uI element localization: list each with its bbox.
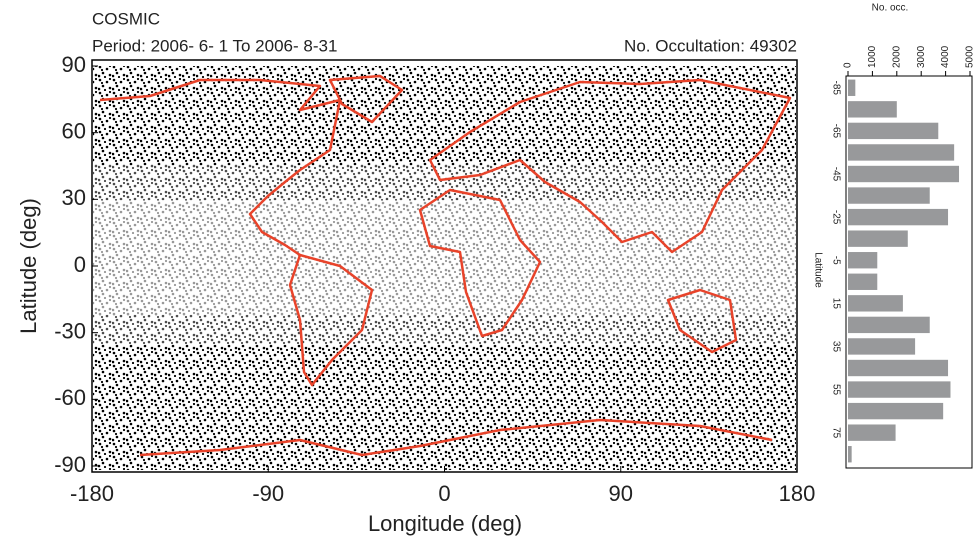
x-tick-label: 2000 xyxy=(891,45,902,68)
y-tick-label: -60 xyxy=(54,385,86,410)
coastlines xyxy=(99,74,792,457)
bar xyxy=(848,316,930,334)
x-tick-label: 3000 xyxy=(916,45,927,68)
bar xyxy=(848,187,930,204)
bar xyxy=(848,230,908,247)
y-tick-label: -25 xyxy=(830,210,841,225)
y-tick-label: 30 xyxy=(62,185,86,210)
chart-subtitle: Period: 2006- 6- 1 To 2006- 8-31 xyxy=(92,36,337,55)
y-tick-label: -5 xyxy=(830,256,841,265)
y-tick-label: 35 xyxy=(830,341,841,353)
y-tick-label: 75 xyxy=(830,427,841,439)
bar xyxy=(848,402,944,420)
hist-x-label: No. occ. xyxy=(872,3,909,14)
x-tick-label: 0 xyxy=(438,481,450,506)
x-tick-label: 1000 xyxy=(867,45,878,68)
y-tick-label: -30 xyxy=(54,318,86,343)
y-tick-label: 0 xyxy=(74,252,86,277)
x-tick-label: 5000 xyxy=(965,45,973,68)
x-tick-label: -90 xyxy=(252,481,284,506)
y-tick-label: 15 xyxy=(830,298,841,310)
bar xyxy=(848,165,960,183)
bar xyxy=(848,359,949,377)
y-tick-label: -90 xyxy=(54,452,86,477)
y-tick-label: 60 xyxy=(62,118,86,143)
bar xyxy=(848,381,951,398)
x-tick-label: 90 xyxy=(609,481,633,506)
bar xyxy=(848,295,903,312)
x-tick-label: 0 xyxy=(843,62,854,68)
y-tick-label: 90 xyxy=(62,52,86,77)
bar xyxy=(848,101,897,118)
bar xyxy=(848,424,896,441)
bar xyxy=(848,446,852,463)
x-tick-label: 4000 xyxy=(940,45,951,68)
bar xyxy=(848,252,878,269)
bar xyxy=(848,79,856,96)
y-tick-label: -65 xyxy=(830,124,841,139)
occultation-cloud xyxy=(93,66,796,470)
bar xyxy=(848,144,955,161)
y-tick-label: -85 xyxy=(830,81,841,96)
bar xyxy=(848,273,878,290)
y-axis-label: Latitude (deg) xyxy=(16,198,41,334)
bar xyxy=(848,338,916,355)
y-tick-label: -45 xyxy=(830,167,841,182)
bar xyxy=(848,208,949,226)
x-tick-label: 180 xyxy=(779,481,816,506)
chart-title: COSMIC xyxy=(92,9,160,28)
hist-frame xyxy=(845,75,973,469)
x-tick-label: -180 xyxy=(70,481,114,506)
annotation: No. Occultation: 49302 xyxy=(624,36,797,55)
hist-y-label: Latitude xyxy=(812,252,823,288)
y-tick-label: 55 xyxy=(830,384,841,396)
bar xyxy=(848,122,939,140)
x-axis-label: Longitude (deg) xyxy=(368,511,522,536)
